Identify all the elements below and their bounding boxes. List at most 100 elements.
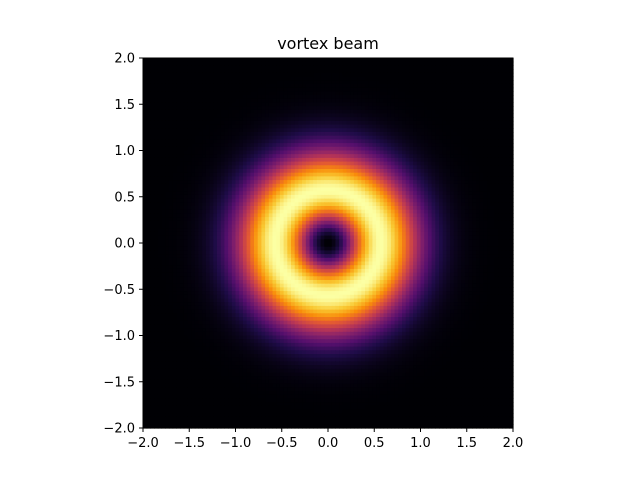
heatmap-cell: [446, 61, 451, 66]
heatmap-cell: [268, 235, 274, 240]
heatmap-cell: [324, 191, 329, 196]
heatmap-cell: [387, 80, 392, 85]
heatmap-cell: [339, 61, 344, 66]
heatmap-cell: [276, 157, 281, 163]
heatmap-cell: [446, 106, 451, 111]
heatmap-cell: [483, 113, 488, 118]
heatmap-cell: [224, 91, 229, 96]
heatmap-cell: [439, 58, 444, 63]
heatmap-cell: [390, 183, 396, 189]
heatmap-cell: [376, 202, 381, 207]
heatmap-cell: [213, 154, 218, 159]
heatmap-cell: [220, 180, 225, 185]
heatmap-cell: [446, 87, 451, 92]
heatmap-cell: [346, 109, 351, 115]
heatmap-cell: [143, 187, 148, 192]
heatmap-cell: [409, 198, 414, 203]
heatmap-cell: [239, 224, 244, 229]
heatmap-cell: [176, 169, 181, 174]
heatmap-cell: [194, 165, 200, 170]
heatmap-cell: [261, 117, 266, 122]
heatmap-cell: [220, 146, 225, 152]
heatmap-cell: [217, 83, 222, 89]
heatmap-cell: [476, 72, 481, 78]
heatmap-cell: [365, 109, 370, 115]
heatmap-cell: [154, 231, 159, 237]
heatmap-cell: [394, 239, 399, 244]
heatmap-cell: [235, 198, 240, 203]
heatmap-cell: [183, 220, 188, 226]
heatmap-cell: [198, 202, 203, 207]
heatmap-cell: [335, 213, 340, 218]
heatmap-cell: [205, 194, 211, 200]
heatmap-cell: [276, 176, 281, 181]
heatmap-cell: [191, 87, 196, 92]
heatmap-cell: [279, 165, 285, 170]
heatmap-cell: [272, 154, 277, 159]
heatmap-cell: [439, 83, 444, 89]
heatmap-cell: [279, 172, 285, 177]
heatmap-cell: [154, 235, 159, 240]
heatmap-cell: [261, 146, 266, 152]
heatmap-cell: [387, 58, 392, 63]
heatmap-cell: [424, 95, 429, 100]
heatmap-cell: [420, 209, 425, 214]
heatmap-cell: [390, 120, 396, 126]
heatmap-cell: [298, 143, 303, 148]
heatmap-cell: [468, 231, 473, 237]
heatmap-cell: [472, 150, 477, 155]
heatmap-cell: [165, 143, 170, 148]
heatmap-cell: [320, 124, 325, 129]
heatmap-cell: [376, 113, 381, 118]
heatmap-cell: [324, 228, 329, 233]
heatmap-cell: [383, 109, 388, 115]
heatmap-cell: [342, 231, 348, 237]
heatmap-cell: [357, 224, 362, 229]
heatmap-cell: [372, 228, 377, 233]
heatmap-cell: [379, 239, 385, 244]
heatmap-cell: [209, 113, 214, 118]
heatmap-cell: [228, 95, 233, 100]
heatmap-cell: [398, 106, 403, 111]
heatmap-cell: [150, 183, 155, 189]
heatmap-cell: [501, 191, 507, 196]
heatmap-cell: [453, 176, 459, 181]
heatmap-cell: [483, 58, 488, 63]
heatmap-cell: [265, 102, 270, 107]
heatmap-cell: [427, 58, 433, 63]
heatmap-cell: [213, 220, 218, 226]
heatmap-cell: [365, 102, 370, 107]
heatmap-cell: [479, 198, 484, 203]
heatmap-cell: [379, 132, 385, 137]
heatmap-cell: [464, 161, 470, 166]
heatmap-cell: [509, 132, 514, 137]
heatmap-cell: [217, 80, 222, 85]
heatmap-cell: [183, 83, 188, 89]
heatmap-cell: [420, 98, 425, 103]
heatmap-cell: [279, 150, 285, 155]
heatmap-cell: [143, 217, 148, 222]
heatmap-cell: [268, 169, 274, 174]
heatmap-cell: [398, 213, 403, 218]
heatmap-cell: [331, 228, 336, 233]
heatmap-cell: [490, 224, 496, 229]
heatmap-cell: [483, 109, 488, 115]
heatmap-cell: [472, 194, 477, 200]
heatmap-cell: [154, 109, 159, 115]
heatmap-cell: [228, 135, 233, 140]
heatmap-cell: [457, 76, 462, 81]
heatmap-cell: [161, 95, 166, 100]
heatmap-cell: [165, 165, 170, 170]
heatmap-cell: [191, 65, 196, 70]
heatmap-cell: [224, 220, 229, 226]
heatmap-cell: [464, 235, 470, 240]
heatmap-cell: [276, 154, 281, 159]
heatmap-cell: [176, 98, 181, 103]
heatmap-cell: [202, 58, 207, 63]
heatmap-cell: [205, 143, 211, 148]
heatmap-cell: [346, 209, 351, 214]
heatmap-cell: [283, 113, 288, 118]
heatmap-cell: [453, 165, 459, 170]
heatmap-cell: [161, 202, 166, 207]
heatmap-cell: [372, 128, 377, 133]
